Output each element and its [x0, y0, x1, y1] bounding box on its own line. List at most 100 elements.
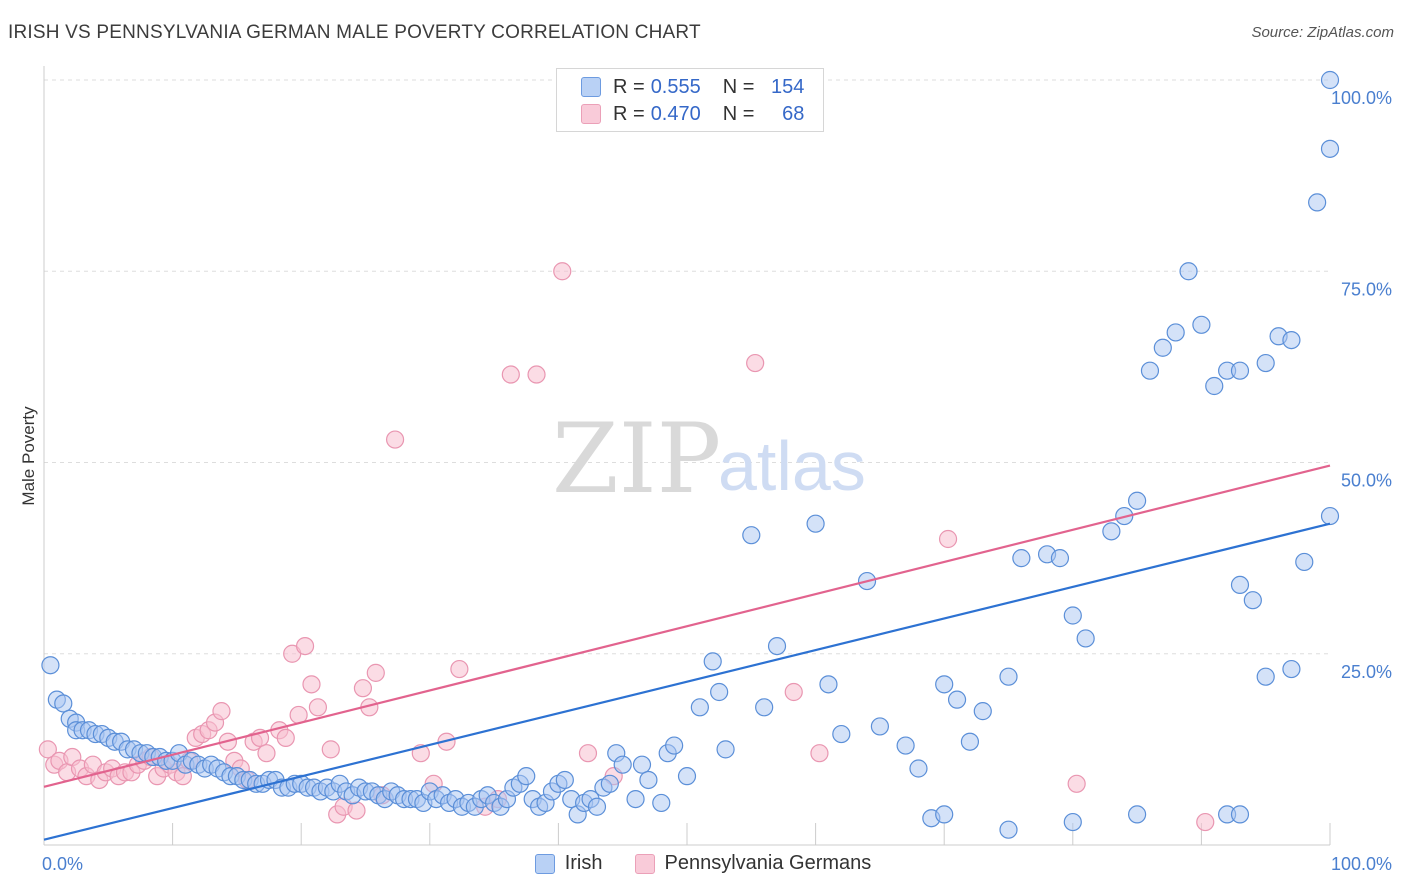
legend-n-label: N = — [722, 102, 755, 125]
axis-ticks: 25.0% 50.0% 75.0% 100.0% 0.0% 100.0% — [42, 88, 1392, 874]
irish-point — [819, 675, 838, 694]
irish-point — [999, 667, 1018, 686]
legend-item-irish: Irish — [534, 852, 603, 875]
irish-point — [755, 698, 774, 717]
y-tick-label: 75.0% — [1341, 279, 1392, 299]
irish-point — [1282, 659, 1301, 679]
irish-point — [1205, 376, 1224, 396]
irish-point — [896, 736, 915, 755]
irish-point — [1153, 338, 1172, 357]
legend-label-irish: Irish — [564, 852, 603, 874]
pennsylvania-germans-point — [784, 682, 803, 702]
irish-point — [517, 767, 536, 786]
pennsylvania-germans-point — [527, 365, 546, 384]
pennsylvania-germans-point — [321, 740, 340, 759]
irish-point — [626, 789, 645, 809]
watermark: ZIP atlas — [552, 403, 866, 515]
stats-legend: R = 0.555 N = 154 R = 0.470 N = 68 — [556, 68, 824, 132]
irish-point — [960, 732, 980, 751]
irish-point — [639, 770, 658, 790]
irish-point — [1166, 323, 1185, 342]
irish-point — [806, 514, 825, 533]
pennsylvania-germans-point — [38, 740, 57, 759]
irish-point — [690, 698, 709, 717]
pennsylvania-germans-point — [295, 636, 315, 656]
irish-point — [1256, 353, 1275, 373]
pennsylvania-germans-points — [38, 262, 1215, 832]
irish-point — [1308, 193, 1327, 212]
legend-r-label: R = — [613, 102, 645, 125]
irish-point — [1012, 549, 1031, 568]
irish-point — [1179, 262, 1198, 281]
legend-r-value: 0.470 — [650, 102, 701, 125]
irish-point — [716, 740, 735, 759]
pennsylvania-germans-point — [1196, 812, 1215, 832]
x-tick-label: 100.0% — [1331, 854, 1392, 874]
pennsylvania-germans-point — [257, 744, 276, 763]
legend-row-irish: R = 0.555 N = 154 — [581, 76, 804, 98]
irish-point — [632, 755, 652, 774]
irish-point — [832, 724, 851, 744]
irish-point — [947, 690, 967, 709]
legend-item-pennsylvania-germans: Pennsylvania Germans — [634, 852, 872, 875]
pennsylvania-germans-point — [385, 430, 405, 449]
watermark-atlas: atlas — [718, 427, 866, 505]
chart-title: IRISH VS PENNSYLVANIA GERMAN MALE POVERT… — [8, 22, 701, 43]
legend-n-label: N = — [722, 75, 755, 98]
irish-point — [41, 656, 60, 675]
irish-point — [1063, 812, 1082, 832]
pennsylvania-germans-point — [308, 698, 328, 717]
pennsylvania-germans-point — [553, 262, 572, 281]
pennsylvania-germans-point — [302, 675, 321, 694]
irish-point — [555, 770, 574, 790]
irish-point — [1320, 506, 1340, 526]
irish-point — [1127, 805, 1147, 824]
irish-point — [1230, 361, 1250, 380]
y-tick-label: 50.0% — [1341, 471, 1392, 491]
pennsylvania-germans-point — [746, 353, 765, 373]
irish-point — [909, 759, 928, 778]
y-tick-label: 25.0% — [1341, 662, 1392, 682]
chart-source: Source: ZipAtlas.com — [1251, 24, 1394, 41]
irish-point — [1256, 667, 1275, 686]
irish-point — [1230, 575, 1250, 595]
irish-point — [1102, 522, 1121, 541]
irish-point — [677, 767, 697, 786]
irish-point — [1230, 805, 1250, 824]
legend-swatch-irish — [534, 853, 555, 874]
x-tick-label: 0.0% — [42, 854, 83, 874]
trend-lines — [43, 464, 1331, 841]
legend-row-pennsylvania-germans: R = 0.470 N = 68 — [581, 103, 804, 125]
irish-point — [703, 652, 722, 671]
pennsylvania-germans-point — [276, 728, 295, 748]
legend-r-label: R = — [613, 75, 645, 98]
irish-point — [1140, 361, 1160, 380]
irish-point — [935, 675, 954, 694]
irish-point — [1320, 70, 1340, 90]
irish-trend-line — [43, 522, 1331, 841]
irish-point — [665, 736, 684, 755]
y-axis-label: Male Poverty — [19, 406, 38, 506]
irish-point — [999, 820, 1018, 839]
irish-point — [613, 755, 632, 774]
legend-n-value: 154 — [771, 75, 805, 98]
pennsylvania-germans-point — [347, 801, 366, 820]
legend-label-pennsylvania-germans: Pennsylvania Germans — [664, 852, 872, 874]
pennsylvania-germans-point — [450, 659, 469, 679]
irish-point — [1063, 606, 1082, 625]
irish-point — [1243, 591, 1262, 610]
legend-swatch-pennsylvania-germans — [634, 853, 655, 874]
irish-point — [54, 694, 73, 713]
y-tick-label: 100.0% — [1331, 88, 1392, 108]
irish-point — [1282, 331, 1301, 350]
irish-point — [600, 774, 619, 793]
irish-point — [587, 797, 607, 816]
pennsylvania-germans-point — [366, 663, 385, 682]
legend-swatch-pennsylvania-germans — [581, 104, 601, 124]
pennsylvania-germans-point — [353, 679, 373, 698]
legend-r-value: 0.555 — [650, 75, 701, 98]
pennsylvania-germans-point — [212, 702, 231, 721]
irish-point — [1192, 315, 1211, 334]
irish-points — [41, 70, 1340, 839]
legend-n-value: 68 — [782, 102, 805, 125]
